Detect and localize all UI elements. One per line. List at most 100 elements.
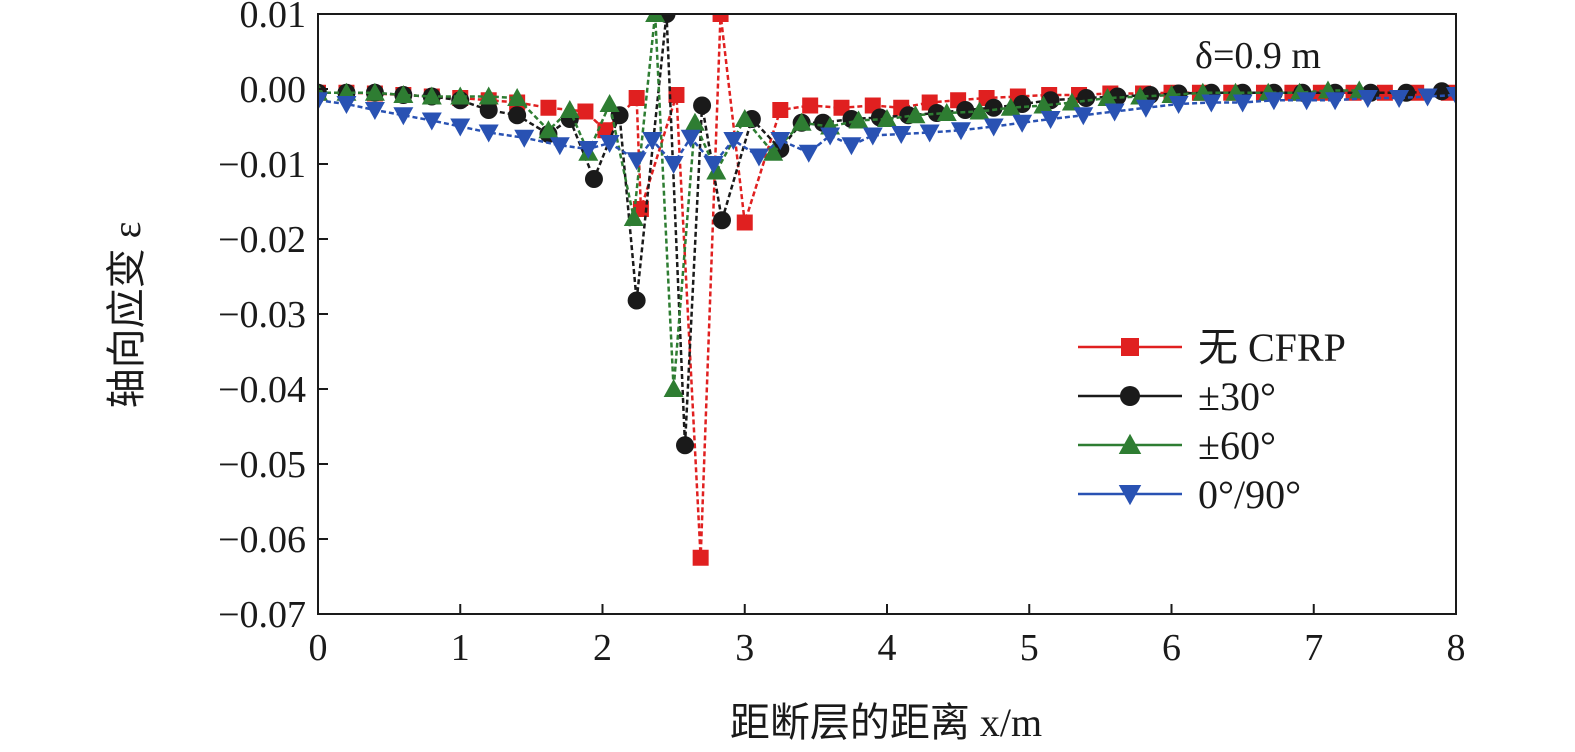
data-point	[663, 156, 684, 174]
legend: 无 CFRP±30°±60°0°/90°	[1078, 325, 1346, 517]
data-point	[393, 85, 414, 103]
data-point	[1432, 82, 1451, 101]
x-tick-label: 5	[1020, 627, 1039, 669]
data-point	[642, 132, 663, 150]
data-point	[577, 103, 594, 120]
data-point	[1073, 107, 1094, 126]
data-point	[1325, 92, 1346, 111]
data-point	[1061, 92, 1082, 111]
data-point	[798, 144, 819, 163]
data-point	[770, 132, 791, 150]
data-point	[936, 103, 957, 121]
x-tick-label: 7	[1304, 627, 1323, 669]
legend-label: 无 CFRP	[1198, 325, 1346, 370]
x-tick-label: 4	[878, 627, 897, 669]
data-point	[549, 137, 570, 156]
y-tick-label: −0.02	[218, 219, 306, 261]
y-tick-label: −0.03	[218, 294, 306, 336]
y-tick-label: −0.07	[218, 594, 306, 636]
x-tick-label: 6	[1162, 627, 1181, 669]
data-point	[623, 208, 644, 226]
data-point	[833, 99, 850, 116]
data-point	[663, 379, 684, 397]
data-point	[508, 106, 527, 125]
data-point	[905, 105, 926, 124]
data-point	[956, 101, 975, 119]
data-point	[802, 97, 819, 114]
y-tick-label: −0.05	[218, 444, 306, 486]
data-point	[450, 86, 471, 105]
data-point	[628, 90, 645, 106]
data-point	[763, 142, 784, 161]
legend-item: 无 CFRP	[1078, 325, 1346, 370]
y-axis-label: 轴向应变 ε	[104, 222, 149, 409]
data-point	[599, 94, 620, 112]
data-point	[627, 291, 646, 310]
data-point	[748, 148, 769, 167]
plot-series-group	[318, 14, 1456, 566]
data-point	[1077, 89, 1096, 107]
data-point	[599, 135, 620, 153]
data-point	[1012, 114, 1033, 133]
legend-item: ±30°	[1078, 374, 1276, 419]
data-point	[507, 88, 528, 106]
data-point	[1040, 111, 1061, 129]
data-point	[684, 112, 705, 131]
data-point	[820, 127, 841, 146]
legend-label: ±60°	[1198, 423, 1276, 468]
data-point	[706, 161, 727, 180]
data-point	[703, 156, 724, 174]
data-point	[1033, 95, 1054, 114]
data-point	[364, 102, 385, 120]
y-tick-label: 0.00	[240, 69, 307, 111]
data-point	[1097, 88, 1118, 106]
data-point	[514, 129, 535, 148]
data-point	[336, 96, 357, 114]
data-point	[712, 14, 729, 22]
data-point	[421, 112, 442, 131]
x-tick-label: 2	[593, 627, 612, 669]
data-point	[693, 96, 712, 115]
data-point	[578, 141, 599, 159]
data-point	[692, 549, 709, 566]
data-point	[919, 124, 940, 143]
series-3	[318, 14, 1370, 397]
data-point	[877, 109, 897, 127]
legend-marker	[1120, 386, 1140, 406]
data-point	[538, 120, 559, 139]
data-point	[540, 99, 557, 116]
data-point	[1389, 90, 1410, 108]
data-point	[1417, 88, 1438, 107]
data-point	[1168, 96, 1189, 114]
legend-item: 0°/90°	[1078, 472, 1301, 517]
y-tick-label: −0.06	[218, 519, 306, 561]
data-point	[1201, 94, 1222, 113]
legend-item: ±60°	[1078, 423, 1276, 468]
data-point	[450, 118, 471, 137]
data-point	[1135, 99, 1156, 118]
data-point	[597, 122, 614, 139]
data-point	[950, 122, 971, 141]
data-point	[734, 109, 755, 127]
series-line	[318, 14, 1360, 390]
data-point	[712, 211, 731, 230]
legend-marker	[1118, 485, 1142, 506]
data-point	[393, 107, 414, 126]
x-tick-label: 8	[1447, 627, 1466, 669]
legend-marker	[1118, 433, 1142, 454]
data-point	[1263, 92, 1284, 111]
y-tick-label: 0.01	[240, 0, 307, 36]
data-point	[1000, 97, 1021, 116]
x-axis-label: 距断层的距离 x/m	[730, 700, 1042, 745]
legend-label: ±30°	[1198, 374, 1276, 419]
data-point	[478, 124, 499, 143]
data-point	[645, 14, 666, 22]
data-point	[479, 101, 498, 119]
data-point	[1357, 90, 1378, 108]
data-point	[478, 86, 499, 105]
data-point	[984, 98, 1003, 117]
data-point	[676, 436, 695, 455]
data-point	[791, 112, 812, 131]
data-point	[772, 102, 789, 118]
